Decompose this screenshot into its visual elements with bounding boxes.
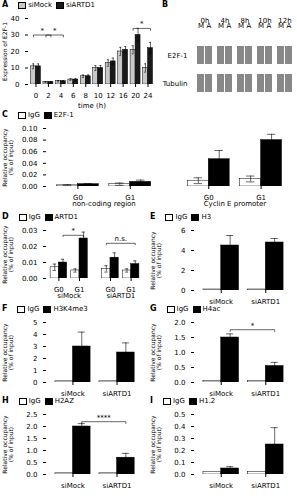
svg-text:time (h): time (h) (78, 102, 106, 110)
svg-text:10: 10 (11, 64, 20, 72)
svg-text:****: **** (97, 414, 112, 422)
svg-text:Relative occupancy(% of input): Relative occupancy(% of input) (1, 415, 15, 474)
svg-text:20: 20 (11, 48, 20, 56)
svg-text:16: 16 (119, 92, 128, 100)
svg-text:0.1: 0.1 (174, 459, 185, 467)
svg-text:0: 0 (34, 92, 38, 100)
svg-text:24: 24 (144, 92, 153, 100)
svg-text:0.5: 0.5 (174, 411, 185, 419)
svg-text:5: 5 (33, 319, 37, 327)
svg-text:siMock: siMock (61, 482, 86, 488)
svg-text:6: 6 (181, 227, 186, 235)
svg-text:Relative occupancy(% of input): Relative occupancy(% of input) (1, 323, 15, 382)
svg-text:0.00: 0.00 (22, 275, 38, 283)
svg-text:siARTD1: siARTD1 (251, 482, 280, 488)
svg-text:1.5: 1.5 (174, 334, 185, 342)
svg-text:n.s.: n.s. (115, 235, 128, 243)
svg-text:40: 40 (11, 15, 20, 23)
svg-text:1.5: 1.5 (26, 435, 37, 443)
svg-text:2: 2 (46, 92, 50, 100)
svg-text:Expression of E2F-1: Expression of E2F-1 (1, 22, 9, 81)
svg-text:2: 2 (181, 267, 185, 275)
svg-text:8h: 8h (241, 17, 250, 25)
svg-text:0: 0 (181, 287, 185, 295)
svg-text:0.03: 0.03 (22, 227, 38, 235)
svg-text:0.3: 0.3 (174, 435, 185, 443)
svg-text:0: 0 (15, 81, 19, 89)
svg-text:1.0: 1.0 (26, 447, 37, 455)
svg-text:0.01: 0.01 (22, 259, 38, 267)
svg-text:0.04: 0.04 (22, 160, 38, 168)
svg-text:*: * (53, 27, 57, 35)
svg-text:Relative occupancy(% of input): Relative occupancy(% of input) (1, 128, 15, 187)
svg-text:2.0: 2.0 (174, 319, 185, 327)
svg-text:Relative occupancy(% of input): Relative occupancy(% of input) (149, 323, 163, 382)
svg-text:0.02: 0.02 (22, 243, 38, 251)
svg-text:Cyclin E promoter: Cyclin E promoter (204, 200, 267, 208)
svg-text:4: 4 (181, 247, 186, 255)
svg-text:E2F-1: E2F-1 (168, 52, 188, 60)
svg-text:0: 0 (33, 379, 37, 387)
svg-text:1.0: 1.0 (174, 349, 185, 357)
svg-text:*: * (251, 322, 255, 330)
svg-text:Tubulin: Tubulin (162, 80, 188, 88)
svg-text:siMock: siMock (57, 292, 82, 300)
svg-text:3: 3 (33, 343, 37, 351)
svg-text:12: 12 (106, 92, 115, 100)
svg-text:4h: 4h (221, 17, 230, 25)
svg-text:siARTD1: siARTD1 (106, 292, 135, 300)
svg-text:2.5: 2.5 (26, 411, 37, 419)
svg-text:non-coding region: non-coding region (72, 200, 135, 208)
svg-text:0.5: 0.5 (26, 459, 37, 467)
svg-text:30: 30 (11, 31, 20, 39)
svg-text:Relative occupancy(% of input): Relative occupancy(% of input) (149, 231, 163, 290)
svg-text:siMock: siMock (209, 390, 234, 396)
svg-text:10h: 10h (258, 17, 271, 25)
svg-text:0.02: 0.02 (22, 171, 38, 179)
svg-text:12h: 12h (278, 17, 291, 25)
svg-text:0.2: 0.2 (174, 447, 185, 455)
svg-text:0.0: 0.0 (26, 471, 37, 479)
svg-text:siMock: siMock (209, 298, 234, 304)
svg-text:siMock: siMock (61, 390, 86, 396)
svg-text:6: 6 (71, 92, 76, 100)
svg-text:0.10: 0.10 (22, 125, 38, 133)
svg-text:8: 8 (84, 92, 88, 100)
svg-text:20: 20 (131, 92, 140, 100)
svg-text:0.4: 0.4 (174, 423, 186, 431)
svg-text:0.5: 0.5 (174, 364, 185, 372)
svg-text:0.08: 0.08 (22, 136, 38, 144)
svg-text:2.0: 2.0 (26, 423, 37, 431)
svg-text:0.0: 0.0 (174, 379, 185, 387)
svg-text:0.00: 0.00 (22, 183, 38, 191)
svg-text:*: * (72, 227, 76, 235)
svg-text:0h: 0h (201, 17, 210, 25)
svg-text:4: 4 (33, 331, 38, 339)
svg-text:Relative occupancy(% of input): Relative occupancy(% of input) (1, 225, 15, 284)
svg-text:0.0: 0.0 (174, 471, 185, 479)
svg-text:siARTD1: siARTD1 (251, 390, 280, 396)
svg-text:4: 4 (59, 92, 64, 100)
svg-text:0.06: 0.06 (22, 148, 38, 156)
svg-text:2: 2 (33, 355, 37, 363)
svg-text:*: * (40, 27, 44, 35)
svg-text:1: 1 (33, 367, 37, 375)
svg-text:siARTD1: siARTD1 (103, 390, 132, 396)
svg-text:siARTD1: siARTD1 (251, 298, 280, 304)
svg-text:Relative occupancy(% of input): Relative occupancy(% of input) (149, 415, 163, 474)
svg-text:siMock: siMock (209, 482, 234, 488)
svg-text:*: * (140, 20, 144, 28)
svg-text:10: 10 (94, 92, 103, 100)
svg-text:siARTD1: siARTD1 (103, 482, 132, 488)
